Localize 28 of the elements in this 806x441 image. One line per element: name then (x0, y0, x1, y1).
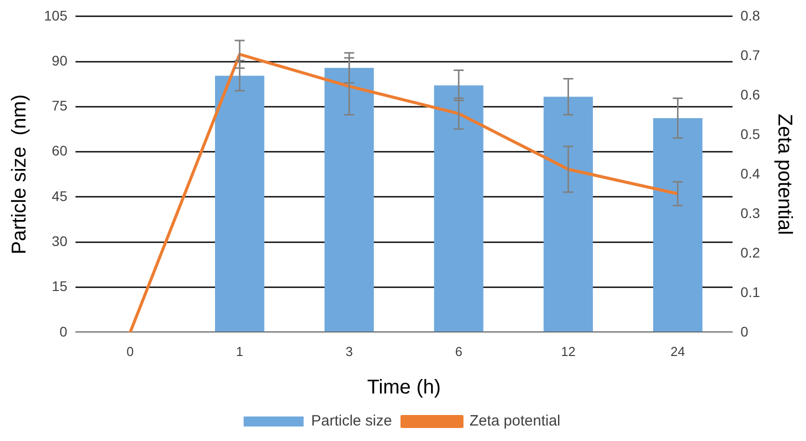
y2-tick-label: 0.3 (740, 204, 760, 221)
y2-tick-label: 0.8 (740, 7, 760, 24)
y-tick-label: 0 (60, 323, 68, 340)
x-tick-label: 6 (455, 344, 462, 359)
y-tick-label: 105 (44, 7, 68, 24)
y-tick-label: 30 (52, 232, 68, 249)
y2-tick-label: 0.5 (740, 126, 760, 142)
x-tick-label: 1 (236, 344, 244, 359)
y2-tick-label: 0 (740, 323, 749, 340)
y2-axis-title: Zeta potential (773, 114, 796, 235)
x-tick-label: 0 (126, 344, 134, 359)
x-tick-label: 12 (561, 344, 576, 359)
legend-label: Particle size (311, 412, 392, 430)
x-tick-label: 24 (670, 344, 686, 359)
y-tick-label: 90 (52, 52, 68, 68)
y-axis-title: Particle size (nm) (8, 94, 31, 254)
y-tick-label: 45 (52, 188, 68, 204)
y2-tick-label: 0.1 (740, 284, 760, 300)
x-axis-title: Time (h) (367, 376, 441, 399)
y2-tick-label: 0.7 (740, 46, 760, 63)
y2-tick-label: 0.2 (740, 244, 760, 260)
x-tick-label: 3 (346, 344, 353, 359)
y-tick-label: 60 (52, 142, 68, 159)
y-tick-label: 75 (52, 98, 68, 114)
y-tick-label: 15 (52, 278, 68, 294)
y2-tick-label: 0.6 (740, 86, 760, 102)
y2-tick-label: 0.4 (740, 165, 760, 182)
legend-label: Zeta potential (469, 412, 560, 430)
